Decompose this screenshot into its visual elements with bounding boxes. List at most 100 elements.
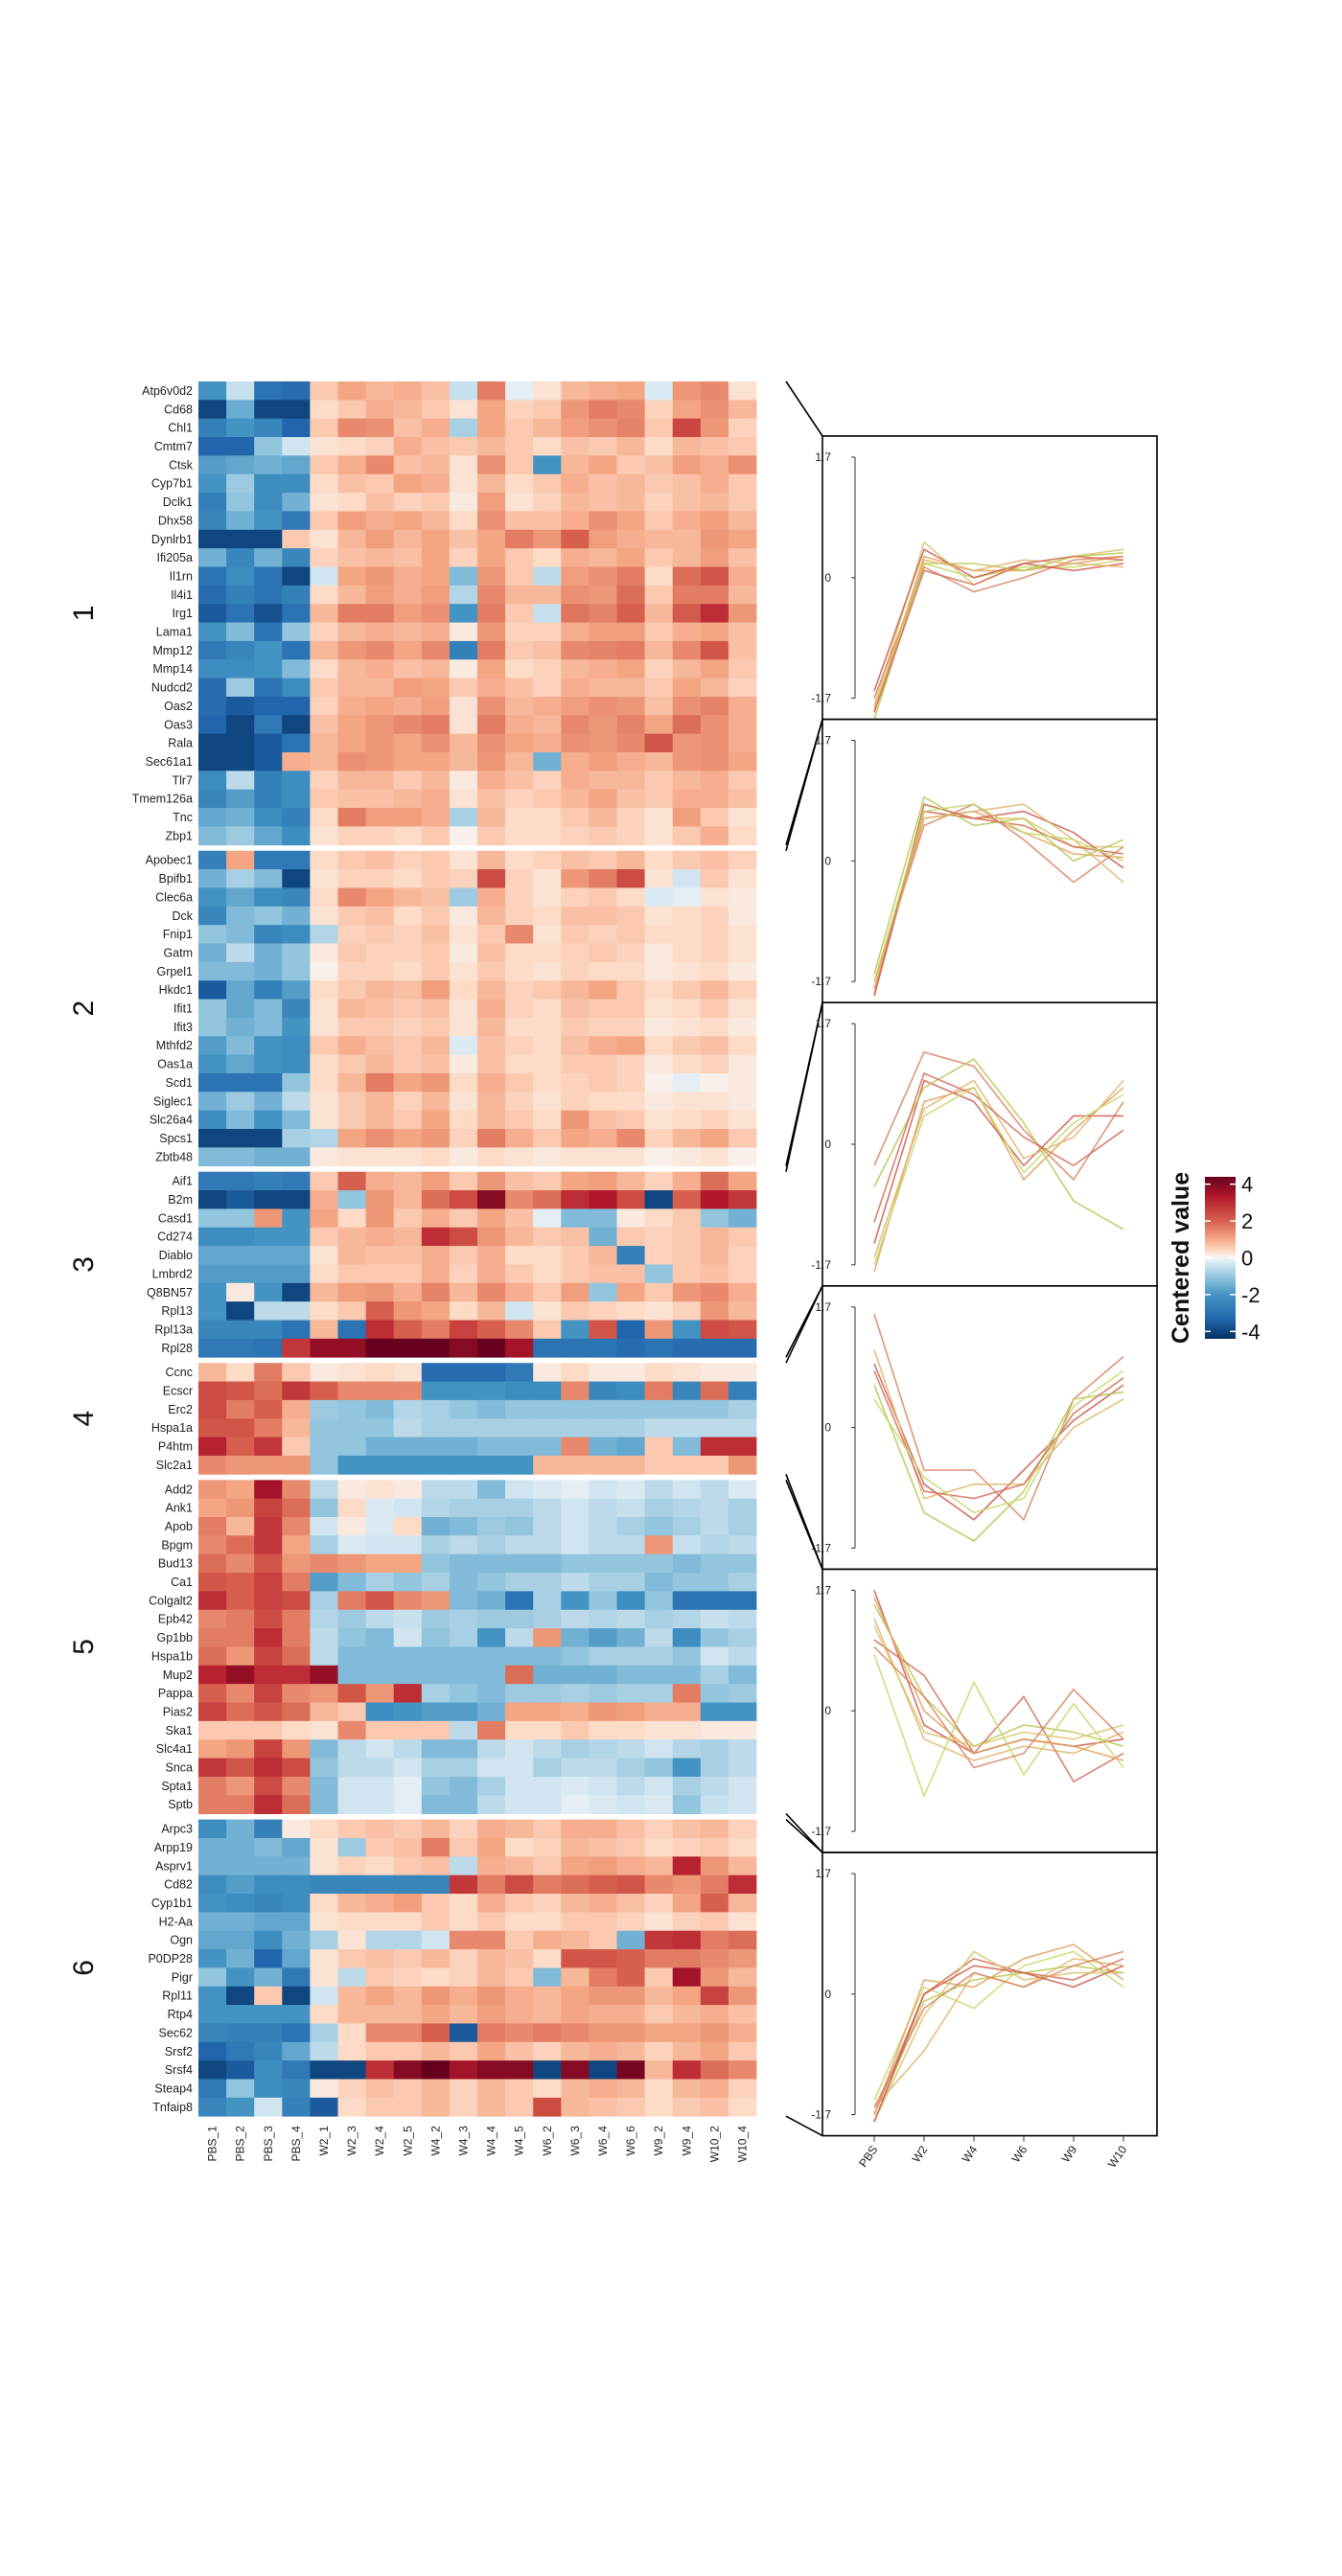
heatmap-cell [700, 733, 729, 753]
heatmap-cell [505, 1986, 534, 2006]
series-line [873, 1384, 1124, 1542]
heatmap-cell [393, 1684, 423, 1703]
heatmap-cell [449, 1036, 478, 1055]
heatmap-cell [198, 752, 227, 771]
heatmap-cell [282, 455, 311, 475]
heatmap-cell [561, 1399, 590, 1419]
heatmap-cell [477, 1480, 506, 1500]
series-line [873, 803, 1124, 982]
heatmap-cell [533, 752, 562, 771]
heatmap-cell [505, 961, 534, 981]
heatmap-cell [421, 548, 451, 567]
heatmap-cell [589, 455, 617, 475]
heatmap-cell [644, 2041, 674, 2061]
heatmap-cell [365, 1399, 395, 1419]
heatmap-cell [226, 1190, 255, 1209]
heatmap-cell [533, 659, 562, 678]
heatmap-cell [282, 1110, 311, 1130]
heatmap-cell [310, 2023, 338, 2043]
heatmap-cell [254, 1535, 283, 1555]
heatmap-cell [672, 1702, 702, 1722]
heatmap-cell [533, 1819, 562, 1839]
heatmap-cell [728, 1553, 757, 1574]
heatmap-cell [449, 1399, 478, 1419]
heatmap-cell [254, 733, 283, 753]
heatmap-cell [561, 1665, 590, 1685]
heatmap-cell [393, 1819, 423, 1839]
heatmap-cell [337, 1573, 366, 1592]
heatmap-cell [282, 1795, 311, 1814]
heatmap-cell [589, 1776, 617, 1796]
heatmap-cell [226, 752, 255, 771]
heatmap-cell [533, 1320, 562, 1340]
heatmap-cell [533, 850, 562, 870]
gene-label: Cd82 [164, 1878, 193, 1892]
heatmap-cell [393, 1665, 423, 1685]
heatmap-cell [505, 733, 534, 753]
series-line [873, 1369, 1124, 1514]
heatmap-cell [337, 1739, 366, 1759]
heatmap-cell [337, 1363, 366, 1382]
heatmap-cell [421, 1739, 451, 1759]
heatmap-cell [700, 1017, 729, 1037]
heatmap-cell [505, 1856, 534, 1876]
heatmap-cell [337, 1553, 366, 1574]
gene-label: Erc2 [168, 1403, 193, 1416]
heatmap-cell [226, 1702, 255, 1722]
gene-label: Irg1 [172, 607, 193, 620]
heatmap-cell [589, 850, 617, 870]
heatmap-cell [365, 826, 395, 846]
heatmap-cell [728, 1720, 757, 1740]
heatmap-cell [282, 2060, 311, 2080]
heatmap-cell [282, 1819, 311, 1839]
heatmap-cell [310, 381, 338, 401]
heatmap-cell [728, 1684, 757, 1703]
heatmap-cell [393, 1282, 423, 1302]
heatmap-cell [365, 1553, 395, 1574]
heatmap-cell [310, 1246, 338, 1265]
heatmap-cell [505, 529, 534, 549]
gene-label: Spta1 [161, 1780, 193, 1793]
heatmap-cell [421, 696, 451, 716]
heatmap-cell [198, 770, 227, 791]
heatmap-cell [337, 1609, 366, 1629]
heatmap-cell [393, 2097, 423, 2117]
heatmap-cell [365, 2060, 395, 2080]
heatmap-cell [226, 715, 255, 735]
heatmap-cell [672, 906, 702, 926]
heatmap-cell [672, 1776, 702, 1796]
heatmap-cell [728, 1092, 757, 1112]
heatmap-cell [393, 622, 423, 642]
heatmap-cell [393, 511, 423, 531]
heatmap-cell [226, 2041, 255, 2061]
heatmap-cell [672, 1535, 702, 1555]
gene-label: Mup2 [163, 1668, 193, 1682]
heatmap-cell [365, 1437, 395, 1457]
heatmap-cell [365, 659, 395, 678]
heatmap-cell [561, 1054, 590, 1074]
heatmap-cell [337, 1912, 366, 1932]
heatmap-cell [337, 1646, 366, 1667]
heatmap-cell [198, 1455, 227, 1475]
heatmap-cell [365, 2041, 395, 2061]
heatmap-cell [589, 2005, 617, 2024]
heatmap-cell [561, 869, 590, 888]
heatmap-cell [226, 2005, 255, 2024]
heatmap-cell [393, 1553, 423, 1574]
heatmap-cell [533, 1338, 562, 1358]
heatmap-cell [561, 1646, 590, 1667]
heatmap-cell [282, 1517, 311, 1536]
heatmap-cell [449, 925, 478, 944]
series-line [873, 1625, 1124, 1748]
heatmap-cell [310, 1609, 338, 1629]
heatmap-cell [561, 752, 590, 771]
gene-label: Srsf4 [165, 2063, 193, 2077]
heatmap-cell [449, 1912, 478, 1932]
heatmap-cell [728, 715, 757, 735]
heatmap-cell [589, 1437, 617, 1457]
heatmap-cell [226, 2097, 255, 2117]
heatmap-cell [533, 999, 562, 1019]
heatmap-cell [198, 548, 227, 567]
heatmap-cell [589, 1986, 617, 2006]
heatmap-cell [310, 1819, 338, 1839]
